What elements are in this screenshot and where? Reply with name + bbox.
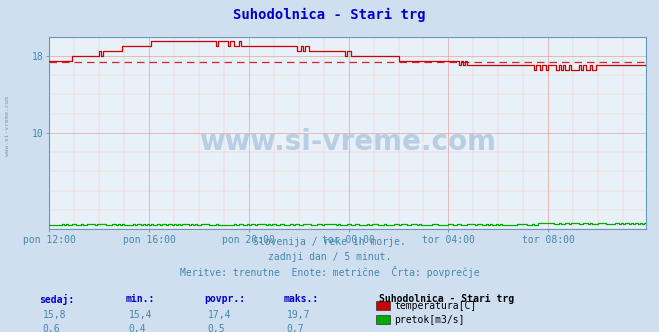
Text: 0,7: 0,7 xyxy=(287,324,304,332)
Text: 0,6: 0,6 xyxy=(43,324,61,332)
Text: www.si-vreme.com: www.si-vreme.com xyxy=(5,96,11,156)
Text: temperatura[C]: temperatura[C] xyxy=(394,301,476,311)
Text: 15,8: 15,8 xyxy=(43,310,67,320)
Text: maks.:: maks.: xyxy=(283,294,318,304)
Text: Slovenija / reke in morje.: Slovenija / reke in morje. xyxy=(253,237,406,247)
Text: 17,4: 17,4 xyxy=(208,310,231,320)
Text: 15,4: 15,4 xyxy=(129,310,152,320)
Text: www.si-vreme.com: www.si-vreme.com xyxy=(199,128,496,156)
Text: Suhodolnica - Stari trg: Suhodolnica - Stari trg xyxy=(379,294,514,304)
Text: Meritve: trenutne  Enote: metrične  Črta: povprečje: Meritve: trenutne Enote: metrične Črta: … xyxy=(180,266,479,278)
Text: Suhodolnica - Stari trg: Suhodolnica - Stari trg xyxy=(233,8,426,23)
Text: 19,7: 19,7 xyxy=(287,310,310,320)
Text: 0,4: 0,4 xyxy=(129,324,146,332)
Text: pretok[m3/s]: pretok[m3/s] xyxy=(394,315,465,325)
Text: 0,5: 0,5 xyxy=(208,324,225,332)
Text: min.:: min.: xyxy=(125,294,155,304)
Text: sedaj:: sedaj: xyxy=(40,294,74,305)
Text: zadnji dan / 5 minut.: zadnji dan / 5 minut. xyxy=(268,252,391,262)
Text: povpr.:: povpr.: xyxy=(204,294,245,304)
